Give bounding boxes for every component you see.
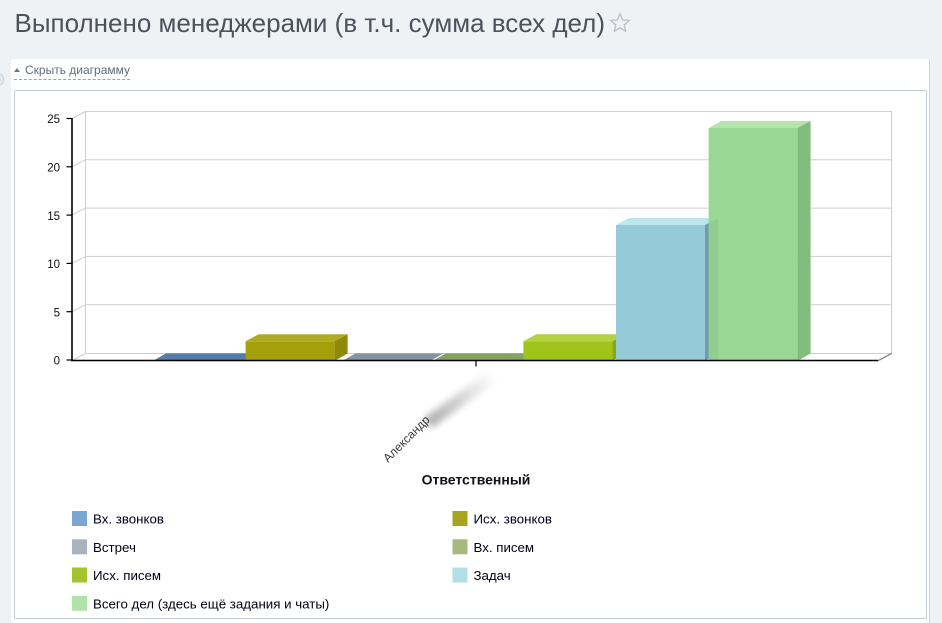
svg-text:5: 5 — [54, 307, 60, 319]
svg-text:10: 10 — [47, 259, 60, 271]
svg-text:Вх. писем: Вх. писем — [474, 540, 535, 555]
svg-text:0: 0 — [54, 356, 60, 368]
svg-text:Вх. звонков: Вх. звонков — [93, 512, 164, 527]
svg-text:Исх. звонков: Исх. звонков — [474, 512, 552, 527]
svg-text:Всего дел (здесь ещё задания и: Всего дел (здесь ещё задания и чаты) — [93, 597, 329, 612]
svg-text:Исх. писем: Исх. писем — [93, 568, 161, 583]
svg-text:Ответственный: Ответственный — [422, 472, 531, 488]
svg-text:Александр: Александр — [380, 413, 433, 466]
svg-text:15: 15 — [47, 211, 60, 223]
svg-text:20: 20 — [47, 163, 60, 175]
svg-text:25: 25 — [47, 114, 60, 126]
svg-text:Встреч: Встреч — [93, 540, 136, 555]
svg-text:Задач: Задач — [474, 568, 511, 583]
